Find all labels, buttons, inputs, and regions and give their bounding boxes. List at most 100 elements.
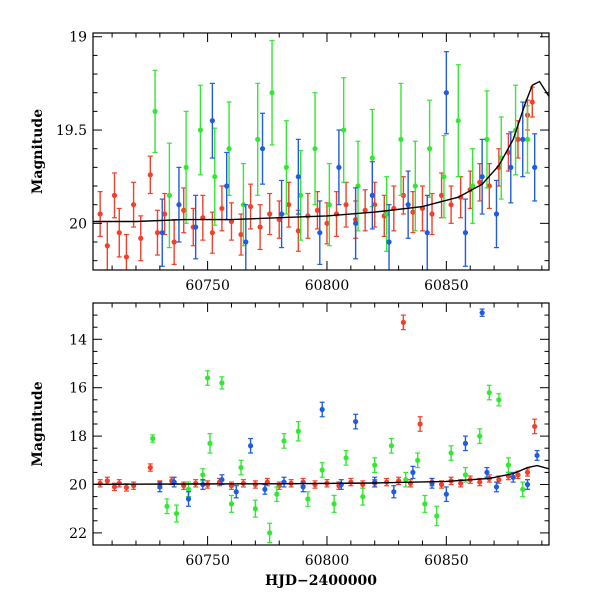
- series-green: [150, 370, 526, 544]
- data-point: [228, 202, 235, 241]
- data-point: [305, 491, 311, 507]
- data-point: [448, 445, 454, 461]
- data-point: [283, 120, 289, 215]
- data-point: [111, 172, 118, 219]
- data-point: [484, 466, 490, 478]
- data-point: [529, 86, 535, 118]
- series-blue: [157, 308, 540, 507]
- data-point: [171, 219, 177, 266]
- data-point: [312, 92, 318, 206]
- data-point: [419, 185, 426, 232]
- data-point: [386, 204, 392, 270]
- data-point: [496, 393, 502, 407]
- data-point: [372, 476, 378, 488]
- data-point: [159, 198, 165, 267]
- data-point: [166, 142, 172, 249]
- data-point: [360, 487, 366, 506]
- data-point: [532, 418, 538, 435]
- data-point: [267, 522, 273, 544]
- x-tick-label: 60800: [305, 553, 350, 569]
- data-point: [412, 140, 418, 232]
- data-point: [524, 468, 531, 477]
- data-point: [441, 135, 447, 219]
- data-point: [123, 233, 130, 270]
- data-point: [410, 191, 416, 234]
- data-point: [252, 499, 258, 518]
- data-point: [524, 479, 531, 490]
- data-point: [443, 486, 449, 503]
- data-point: [407, 479, 414, 488]
- data-point: [391, 485, 397, 499]
- data-point: [448, 185, 454, 224]
- data-point: [422, 494, 428, 513]
- data-point: [520, 101, 526, 178]
- data-point: [295, 420, 301, 442]
- data-point: [238, 213, 244, 256]
- data-point: [403, 471, 409, 488]
- y-tick-label: 16: [69, 381, 87, 397]
- data-point: [255, 82, 261, 196]
- data-point: [534, 450, 540, 461]
- data-point: [395, 476, 402, 486]
- data-point: [209, 82, 215, 159]
- y-tick-label: 22: [69, 526, 87, 542]
- data-point: [286, 181, 292, 228]
- x-axis-title: HJD−2400000: [265, 573, 377, 589]
- data-point: [200, 194, 206, 241]
- data-point: [498, 116, 504, 200]
- data-point: [415, 452, 421, 469]
- data-point: [181, 187, 187, 234]
- data-point: [462, 198, 469, 267]
- data-point: [130, 181, 137, 228]
- series-red: [97, 314, 538, 492]
- data-point: [512, 84, 519, 176]
- data-point: [520, 481, 526, 498]
- ticks: [93, 33, 549, 270]
- data-point: [462, 435, 469, 452]
- data-point: [157, 481, 163, 493]
- data-point: [247, 437, 254, 454]
- series-green: [152, 39, 531, 252]
- data-point: [183, 110, 189, 224]
- data-point: [274, 486, 280, 503]
- data-point: [97, 191, 103, 238]
- x-tick-label: 60850: [424, 553, 469, 569]
- data-point: [243, 204, 249, 270]
- data-point: [505, 133, 512, 172]
- data-point: [97, 479, 103, 488]
- data-point: [391, 185, 397, 232]
- data-point: [219, 376, 225, 390]
- data-point: [400, 314, 406, 331]
- data-point: [138, 215, 144, 262]
- series-blue: [159, 51, 538, 270]
- data-point: [212, 127, 218, 226]
- data-point: [207, 433, 213, 454]
- data-point: [484, 90, 490, 189]
- data-point: [427, 99, 433, 198]
- data-point: [369, 161, 375, 230]
- data-point: [477, 428, 483, 444]
- data-point: [247, 183, 254, 230]
- data-point: [257, 204, 263, 251]
- data-point: [269, 39, 275, 146]
- data-point: [362, 189, 368, 232]
- data-point: [176, 166, 182, 243]
- data-point: [348, 477, 354, 487]
- y-tick-label: 19: [69, 30, 87, 46]
- data-point: [341, 77, 347, 183]
- data-point: [434, 505, 440, 527]
- y-axis-title: Magnitude: [30, 109, 46, 194]
- data-point: [116, 479, 122, 488]
- data-point: [443, 51, 449, 135]
- data-point: [343, 450, 349, 466]
- data-point: [104, 220, 110, 270]
- axes-frame: [92, 32, 550, 271]
- data-point: [185, 491, 192, 507]
- data-point: [116, 207, 122, 258]
- data-point: [524, 105, 531, 174]
- data-point: [204, 370, 211, 386]
- data-point: [505, 457, 512, 473]
- data-point: [493, 481, 500, 493]
- data-point: [233, 485, 239, 499]
